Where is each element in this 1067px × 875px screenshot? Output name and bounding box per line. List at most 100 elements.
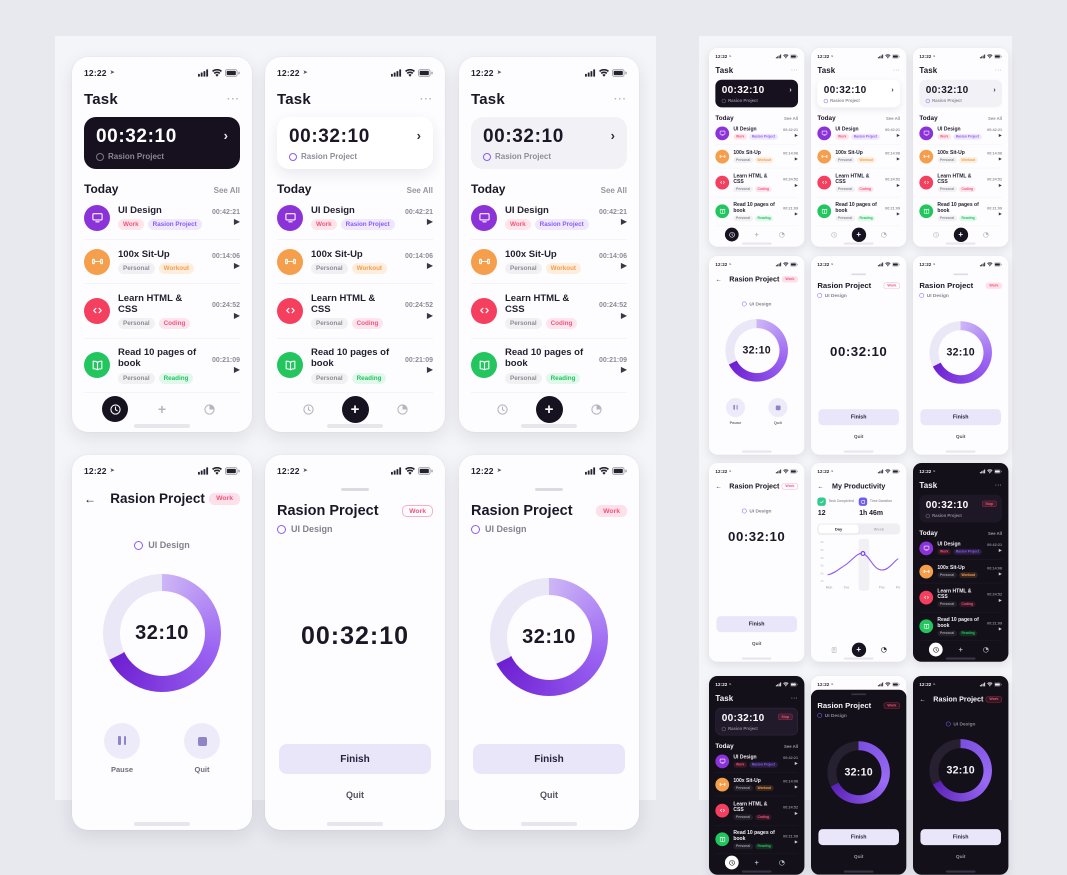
finish-button[interactable]: Finish bbox=[818, 829, 899, 846]
finish-button[interactable]: Finish bbox=[920, 829, 1001, 846]
play-icon[interactable]: ▶ bbox=[233, 365, 240, 374]
pause-button[interactable] bbox=[725, 398, 746, 418]
play-icon[interactable]: ▶ bbox=[896, 132, 901, 138]
task-row[interactable]: UI Design Work Rasion Project 00:42:21 ▶ bbox=[715, 750, 799, 773]
play-icon[interactable]: ▶ bbox=[998, 571, 1003, 577]
more-icon[interactable]: ··· bbox=[420, 94, 433, 105]
quit-button[interactable] bbox=[768, 398, 788, 418]
nav-add-icon[interactable]: + bbox=[958, 645, 963, 654]
nav-tasks-icon[interactable] bbox=[929, 228, 943, 242]
task-row[interactable]: Read 10 pages of book Personal Reading 00… bbox=[84, 339, 240, 393]
play-icon[interactable]: ▶ bbox=[998, 626, 1003, 632]
more-icon[interactable]: ··· bbox=[791, 695, 799, 702]
nav-add-icon[interactable]: + bbox=[341, 395, 369, 423]
see-all-link[interactable]: See All bbox=[988, 531, 1003, 537]
nav-tasks-icon[interactable] bbox=[724, 227, 739, 242]
play-icon[interactable]: ▶ bbox=[794, 810, 799, 816]
task-row[interactable]: Read 10 pages of book Personal Reading 00… bbox=[471, 339, 627, 393]
nav-timer-icon[interactable] bbox=[775, 856, 789, 870]
play-icon[interactable]: ▶ bbox=[794, 839, 799, 845]
back-arrow-icon[interactable]: ← bbox=[715, 275, 722, 283]
nav-timer-icon[interactable] bbox=[196, 396, 222, 422]
see-all-link[interactable]: See All bbox=[784, 744, 799, 750]
play-icon[interactable]: ▶ bbox=[620, 365, 627, 374]
finish-button[interactable]: Finish bbox=[473, 744, 625, 774]
play-icon[interactable]: ▶ bbox=[426, 365, 433, 374]
task-row[interactable]: Read 10 pages of book Personal Reading 00… bbox=[919, 612, 1003, 642]
active-timer-card[interactable]: 00:32:10 › Rasion Project bbox=[277, 117, 433, 169]
task-row[interactable]: UI Design Work Rasion Project 00:42:21 ▶ bbox=[817, 122, 901, 145]
task-row[interactable]: UI Design Work Rasion Project 00:42:21 ▶ bbox=[84, 196, 240, 240]
play-icon[interactable]: ▶ bbox=[998, 547, 1003, 553]
active-timer-card[interactable]: 00:32:10 Stop Rasion Project bbox=[715, 707, 799, 736]
more-icon[interactable]: ··· bbox=[995, 67, 1003, 74]
play-icon[interactable]: ▶ bbox=[896, 156, 901, 162]
task-row[interactable]: 100x Sit-Up Personal Workout 00:14:06 ▶ bbox=[84, 240, 240, 284]
see-all-link[interactable]: See All bbox=[406, 186, 433, 195]
see-all-link[interactable]: See All bbox=[784, 116, 799, 122]
play-icon[interactable]: ▶ bbox=[233, 310, 240, 320]
active-timer-card[interactable]: 00:32:10 › Rasion Project bbox=[919, 79, 1003, 108]
nav-timer-icon[interactable] bbox=[583, 396, 609, 422]
play-icon[interactable]: ▶ bbox=[998, 211, 1003, 217]
more-icon[interactable]: ··· bbox=[893, 67, 901, 74]
nav-timer-icon[interactable] bbox=[389, 396, 415, 422]
nav-tasks-icon[interactable] bbox=[724, 855, 739, 870]
finish-button[interactable]: Finish bbox=[920, 409, 1001, 426]
play-icon[interactable]: ▶ bbox=[896, 182, 901, 188]
nav-tasks-icon[interactable] bbox=[827, 643, 841, 657]
play-icon[interactable]: ▶ bbox=[794, 211, 799, 217]
nav-add-icon[interactable]: + bbox=[535, 395, 563, 423]
nav-timer-icon[interactable] bbox=[877, 228, 891, 242]
active-timer-card[interactable]: 00:32:10 › Rasion Project bbox=[715, 79, 799, 108]
nav-add-icon[interactable]: + bbox=[851, 642, 866, 657]
nav-stats-icon[interactable] bbox=[877, 643, 891, 657]
sheet-handle[interactable] bbox=[535, 488, 563, 491]
active-timer-card[interactable]: 00:32:10 › Rasion Project bbox=[84, 117, 240, 169]
nav-timer-icon[interactable] bbox=[979, 228, 993, 242]
task-row[interactable]: 100x Sit-Up Personal Workout 00:14:06 ▶ bbox=[919, 560, 1003, 584]
back-arrow-icon[interactable]: ← bbox=[84, 491, 96, 506]
nav-timer-icon[interactable] bbox=[775, 228, 789, 242]
sheet-handle[interactable] bbox=[851, 273, 867, 276]
play-icon[interactable]: ▶ bbox=[620, 310, 627, 320]
more-icon[interactable]: ··· bbox=[227, 94, 240, 105]
task-row[interactable]: UI Design Work Rasion Project 00:42:21 ▶ bbox=[471, 196, 627, 240]
finish-button[interactable]: Finish bbox=[279, 744, 431, 774]
task-row[interactable]: 100x Sit-Up Personal Workout 00:14:06 ▶ bbox=[817, 145, 901, 169]
quit-link[interactable]: Quit bbox=[751, 640, 762, 646]
finish-button[interactable]: Finish bbox=[818, 409, 899, 426]
play-icon[interactable]: ▶ bbox=[794, 182, 799, 188]
quit-link[interactable]: Quit bbox=[955, 433, 966, 439]
play-icon[interactable]: ▶ bbox=[426, 217, 433, 227]
sheet-handle[interactable] bbox=[953, 273, 969, 276]
task-row[interactable]: 100x Sit-Up Personal Workout 00:14:06 ▶ bbox=[919, 145, 1003, 169]
task-row[interactable]: UI Design Work Rasion Project 00:42:21 ▶ bbox=[277, 196, 433, 240]
nav-tasks-icon[interactable] bbox=[489, 396, 515, 422]
play-icon[interactable]: ▶ bbox=[620, 217, 627, 227]
play-icon[interactable]: ▶ bbox=[896, 211, 901, 217]
task-row[interactable]: 100x Sit-Up Personal Workout 00:14:06 ▶ bbox=[715, 773, 799, 797]
task-row[interactable]: Learn HTML & CSS Personal Coding 00:24:52… bbox=[715, 168, 799, 198]
quit-link[interactable]: Quit bbox=[346, 790, 364, 800]
back-arrow-icon[interactable]: ← bbox=[715, 482, 722, 490]
see-all-link[interactable]: See All bbox=[886, 116, 901, 122]
nav-add-icon[interactable]: + bbox=[851, 227, 866, 242]
play-icon[interactable]: ▶ bbox=[998, 132, 1003, 138]
nav-add-icon[interactable]: + bbox=[754, 230, 759, 239]
toggle-week[interactable]: Week bbox=[873, 526, 884, 532]
task-row[interactable]: Read 10 pages of book Personal Reading 00… bbox=[277, 339, 433, 393]
sheet-handle[interactable] bbox=[341, 488, 369, 491]
active-timer-card[interactable]: 00:32:10 Stop Rasion Project bbox=[919, 494, 1003, 523]
play-icon[interactable]: ▶ bbox=[233, 217, 240, 227]
task-row[interactable]: 100x Sit-Up Personal Workout 00:14:06 ▶ bbox=[277, 240, 433, 284]
nav-tasks-icon[interactable] bbox=[102, 396, 128, 422]
stop-button[interactable]: Stop bbox=[981, 500, 997, 507]
nav-add-icon[interactable]: + bbox=[953, 227, 968, 242]
task-row[interactable]: Learn HTML & CSS Personal Coding 00:24:52… bbox=[84, 284, 240, 339]
play-icon[interactable]: ▶ bbox=[794, 760, 799, 766]
quit-link[interactable]: Quit bbox=[853, 853, 864, 859]
see-all-link[interactable]: See All bbox=[600, 186, 627, 195]
stop-button[interactable]: Stop bbox=[777, 713, 793, 720]
pause-button[interactable] bbox=[104, 723, 140, 759]
